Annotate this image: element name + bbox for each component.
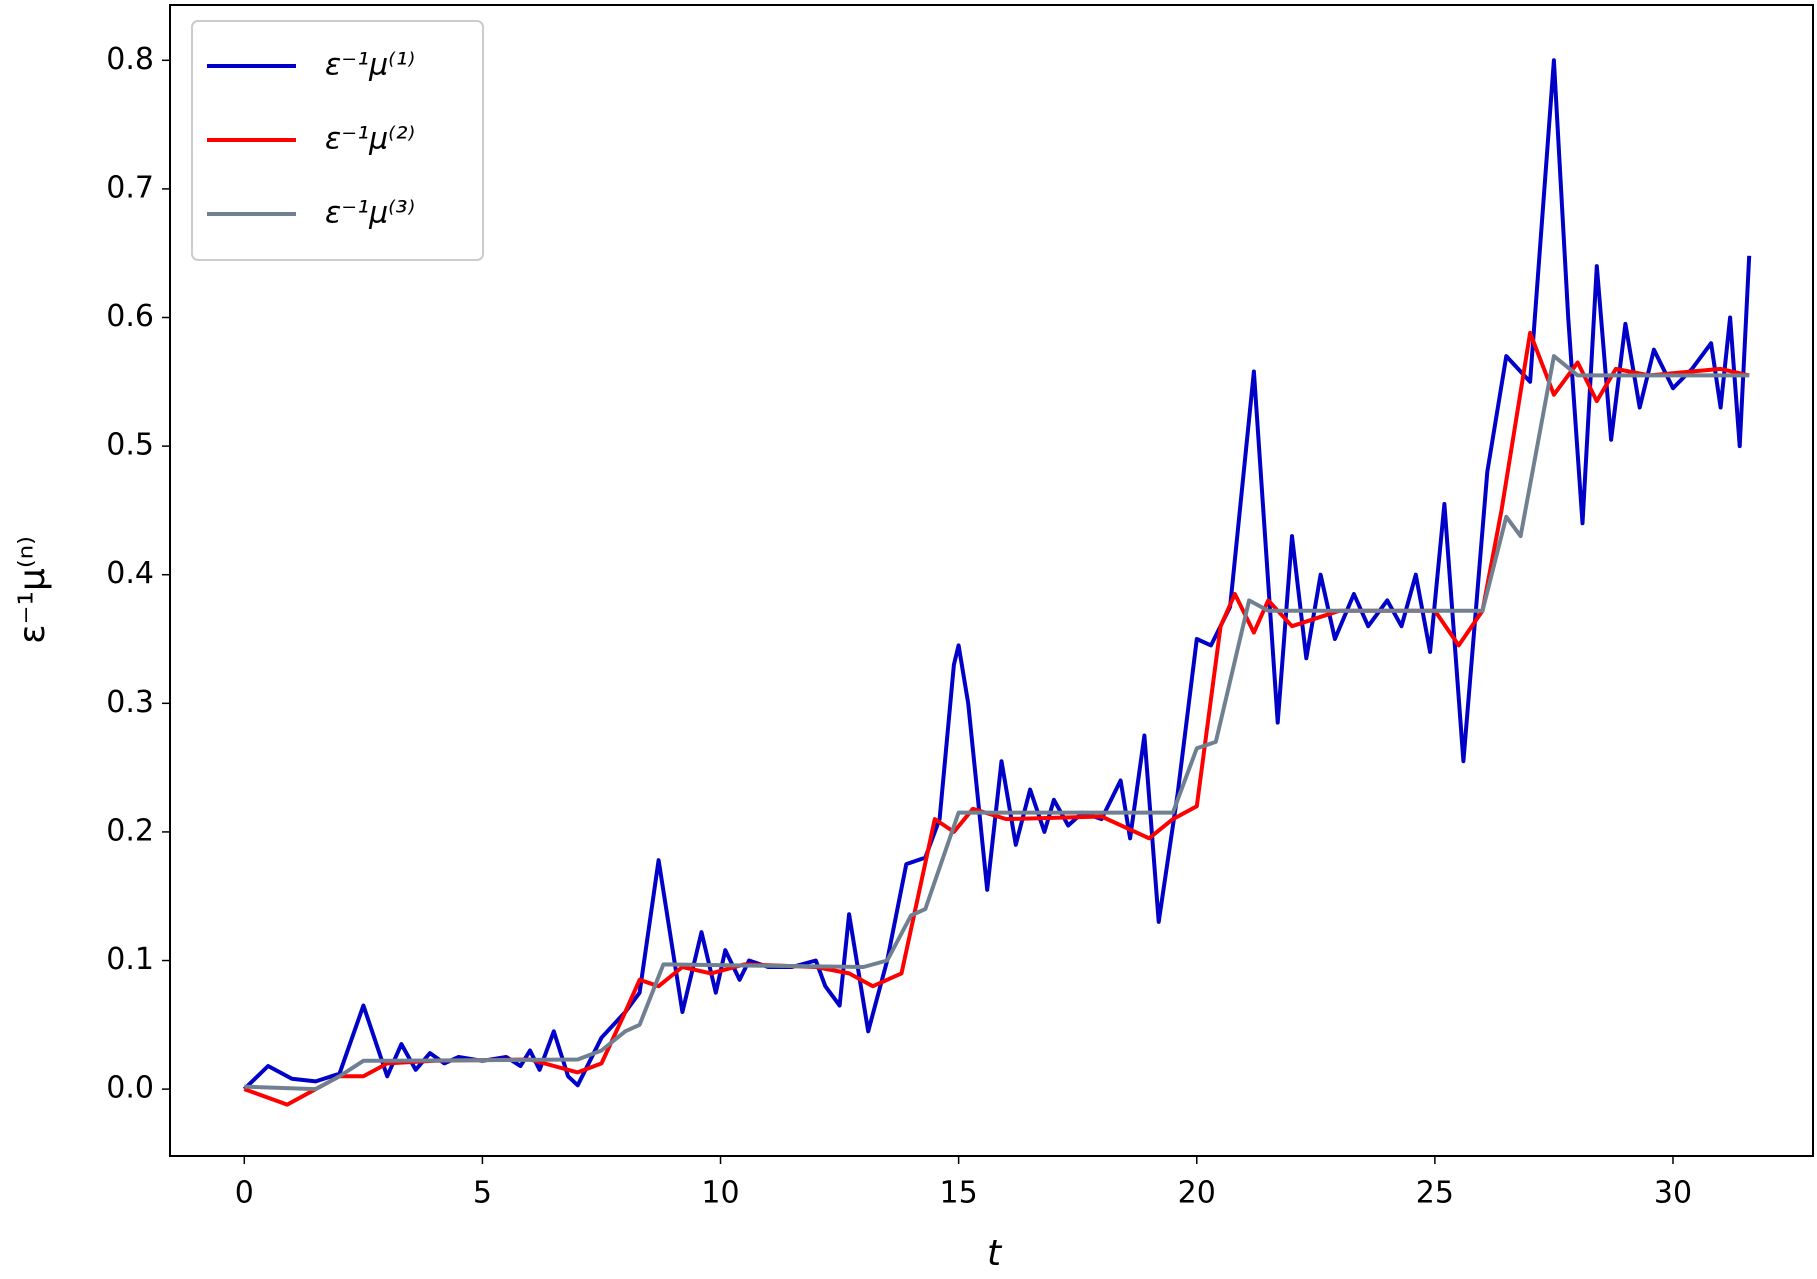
x-tick-label: 25	[1416, 1176, 1454, 1211]
x-tick-label: 10	[701, 1176, 739, 1211]
y-tick-label: 0.3	[106, 685, 154, 720]
y-tick-label: 0.7	[106, 170, 154, 205]
legend-label: ε⁻¹μ⁽²⁾	[325, 122, 415, 157]
series-line	[244, 354, 1750, 1092]
x-axis-label: t	[987, 1233, 1003, 1274]
legend-label: ε⁻¹μ⁽³⁾	[325, 196, 415, 231]
y-tick-label: 0.5	[106, 428, 154, 463]
y-tick-label: 0.6	[106, 299, 154, 334]
x-tick-label: 0	[235, 1176, 254, 1211]
y-tick-label: 0.0	[106, 1071, 154, 1106]
legend-box	[191, 20, 484, 261]
y-tick-label: 0.2	[106, 813, 154, 848]
plot-frame	[169, 4, 1814, 1157]
y-tick-label: 0.8	[106, 42, 154, 77]
x-tick-label: 30	[1654, 1176, 1692, 1211]
y-tick-label: 0.1	[106, 942, 154, 977]
x-tick-label: 20	[1178, 1176, 1216, 1211]
y-tick-label: 0.4	[106, 556, 154, 591]
x-tick-label: 15	[940, 1176, 978, 1211]
legend-label: ε⁻¹μ⁽¹⁾	[325, 48, 415, 83]
series-line	[243, 330, 1750, 1107]
y-axis-label: ε⁻¹μ⁽ⁿ⁾	[12, 536, 53, 644]
x-tick-label: 5	[473, 1176, 492, 1211]
